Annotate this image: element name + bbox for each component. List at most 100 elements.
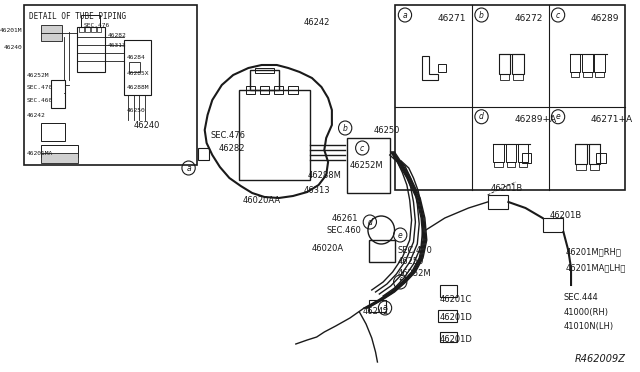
- Bar: [42, 123, 65, 141]
- Bar: [543, 218, 563, 232]
- Bar: [512, 54, 524, 74]
- Bar: [51, 80, 65, 108]
- Text: 46201B: 46201B: [490, 183, 523, 192]
- Bar: [518, 144, 529, 162]
- Bar: [438, 310, 457, 322]
- Bar: [97, 27, 101, 32]
- Bar: [577, 164, 586, 170]
- Bar: [595, 54, 605, 72]
- Text: 46288M: 46288M: [127, 84, 149, 90]
- Text: 46285X: 46285X: [127, 71, 149, 76]
- Text: 46020AA: 46020AA: [243, 196, 281, 205]
- Text: 46289: 46289: [591, 13, 619, 22]
- Text: SEC.460: SEC.460: [326, 225, 361, 234]
- Bar: [24, 5, 197, 165]
- Text: 46252M: 46252M: [26, 73, 49, 77]
- Text: 46282: 46282: [108, 32, 127, 38]
- Bar: [506, 162, 515, 167]
- Bar: [522, 153, 531, 163]
- Text: 41010N(LH): 41010N(LH): [563, 321, 614, 330]
- Bar: [77, 27, 105, 72]
- Text: b: b: [343, 124, 348, 132]
- Text: c: c: [360, 144, 364, 153]
- Text: 46313: 46313: [303, 186, 330, 195]
- Bar: [85, 27, 90, 32]
- Text: e: e: [398, 231, 403, 240]
- Bar: [260, 86, 269, 94]
- Bar: [438, 64, 446, 72]
- Bar: [494, 162, 502, 167]
- Text: DETAIL OF TUBE PIPING: DETAIL OF TUBE PIPING: [29, 12, 126, 20]
- Bar: [42, 25, 62, 41]
- Bar: [493, 144, 504, 162]
- Bar: [488, 195, 508, 209]
- Text: 46272: 46272: [514, 13, 543, 22]
- Text: a: a: [383, 304, 387, 312]
- Bar: [596, 153, 606, 163]
- Bar: [250, 70, 279, 90]
- Bar: [347, 138, 390, 193]
- Text: 46271+A: 46271+A: [591, 115, 633, 124]
- Bar: [288, 86, 298, 94]
- Text: 46313: 46313: [108, 42, 127, 48]
- Text: SEC.476: SEC.476: [211, 131, 246, 140]
- Bar: [506, 144, 516, 162]
- Text: 46271: 46271: [438, 13, 466, 22]
- Text: SEC.460: SEC.460: [26, 97, 52, 103]
- Bar: [589, 144, 600, 164]
- Bar: [42, 153, 77, 163]
- Text: SEC.470: SEC.470: [26, 84, 52, 90]
- Bar: [595, 72, 604, 77]
- Bar: [513, 74, 523, 80]
- Text: 46288M: 46288M: [307, 170, 341, 180]
- Text: 46250: 46250: [397, 257, 424, 266]
- Text: 46261: 46261: [332, 214, 358, 222]
- Bar: [42, 145, 77, 157]
- Bar: [255, 68, 274, 73]
- Text: 46201B: 46201B: [549, 211, 582, 219]
- Bar: [519, 162, 527, 167]
- Text: 46250: 46250: [374, 125, 400, 135]
- Bar: [81, 15, 100, 27]
- Text: 46289+A: 46289+A: [514, 115, 556, 124]
- Text: 46201M: 46201M: [0, 28, 22, 32]
- Text: 46201MA《LH》: 46201MA《LH》: [565, 263, 626, 273]
- Text: 46201MA: 46201MA: [26, 151, 52, 155]
- Bar: [575, 144, 587, 164]
- Text: SEC.476: SEC.476: [83, 22, 109, 28]
- Bar: [274, 86, 284, 94]
- Text: 46201C: 46201C: [440, 295, 472, 305]
- Bar: [440, 332, 457, 342]
- Bar: [570, 54, 580, 72]
- Bar: [239, 90, 310, 180]
- Text: 46201D: 46201D: [440, 336, 473, 344]
- Bar: [500, 74, 509, 80]
- Bar: [79, 27, 84, 32]
- Text: 46240: 46240: [134, 121, 160, 129]
- Text: c: c: [556, 10, 560, 19]
- Text: R462009Z: R462009Z: [574, 354, 625, 364]
- Text: b: b: [479, 10, 484, 19]
- Text: 46250: 46250: [127, 108, 146, 112]
- Text: 46282: 46282: [219, 144, 246, 153]
- Text: 46020A: 46020A: [312, 244, 344, 253]
- Bar: [583, 72, 591, 77]
- Text: SEC.470: SEC.470: [397, 246, 432, 254]
- Bar: [124, 40, 150, 95]
- Bar: [582, 54, 593, 72]
- Bar: [571, 72, 579, 77]
- Text: a: a: [186, 164, 191, 173]
- Text: e: e: [556, 112, 561, 121]
- Text: 46242: 46242: [26, 112, 45, 118]
- Text: 46252M: 46252M: [350, 160, 383, 170]
- Bar: [499, 54, 510, 74]
- Text: d: d: [367, 218, 372, 227]
- Text: a: a: [403, 10, 407, 19]
- Bar: [129, 62, 140, 72]
- Bar: [396, 5, 625, 190]
- Text: d: d: [479, 112, 484, 121]
- Bar: [198, 148, 209, 160]
- Bar: [246, 86, 255, 94]
- Text: 46201D: 46201D: [440, 314, 473, 323]
- Bar: [369, 300, 386, 312]
